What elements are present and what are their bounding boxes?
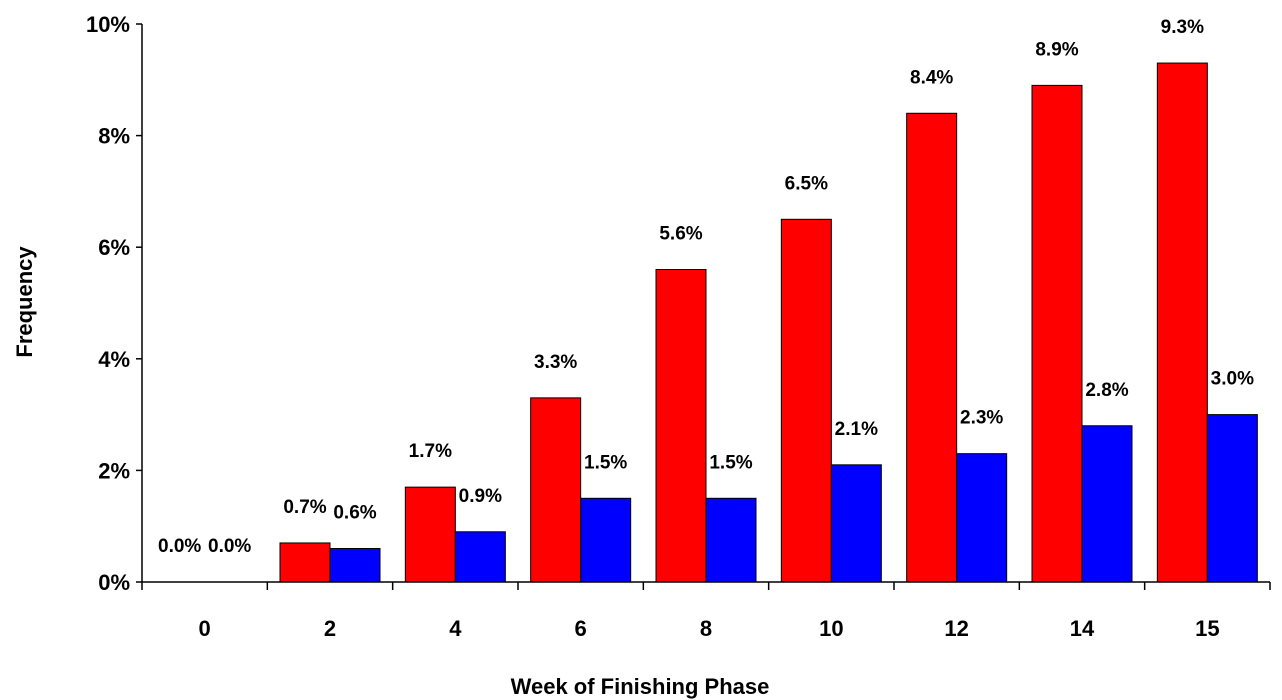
x-tick-label: 6 bbox=[575, 616, 587, 641]
data-label: 8.4% bbox=[910, 67, 953, 88]
bars bbox=[279, 62, 1258, 583]
data-label: 1.5% bbox=[709, 452, 752, 473]
y-axis-ticks: 0% 2% 4% 6% 8% 10% bbox=[86, 12, 142, 595]
data-label: 6.5% bbox=[785, 173, 828, 194]
data-label: 2.1% bbox=[835, 419, 878, 440]
y-axis-label: Frequency bbox=[12, 246, 37, 358]
data-label: 5.6% bbox=[659, 224, 702, 245]
x-tick-label: 10 bbox=[819, 616, 843, 641]
bar bbox=[530, 397, 582, 583]
y-tick-label: 10% bbox=[86, 12, 130, 37]
y-tick-label: 2% bbox=[98, 458, 130, 483]
x-axis-label: Week of Finishing Phase bbox=[511, 674, 770, 699]
bar bbox=[580, 497, 632, 583]
data-label: 0.0% bbox=[208, 536, 251, 557]
data-label: 1.5% bbox=[584, 452, 627, 473]
axes bbox=[141, 24, 1270, 583]
y-tick-label: 4% bbox=[98, 347, 130, 372]
x-tick-label: 2 bbox=[324, 616, 336, 641]
bar bbox=[1031, 84, 1083, 583]
data-label: 2.3% bbox=[960, 408, 1003, 429]
bar bbox=[655, 269, 707, 583]
x-tick-label: 12 bbox=[944, 616, 968, 641]
bar bbox=[1081, 425, 1133, 583]
data-label: 3.0% bbox=[1211, 369, 1254, 390]
x-tick-label: 15 bbox=[1195, 616, 1219, 641]
bar bbox=[906, 112, 958, 583]
bar bbox=[956, 453, 1008, 583]
data-labels: 0.0% 0.7% 1.7% 3.3% 5.6% 6.5% 8.4% 8.9% 9.3% 0.0%… bbox=[158, 17, 1254, 557]
x-tick-label: 14 bbox=[1070, 616, 1095, 641]
x-tick-label: 8 bbox=[700, 616, 712, 641]
y-tick-label: 0% bbox=[98, 570, 130, 595]
bar bbox=[279, 542, 331, 583]
data-label: 0.6% bbox=[333, 503, 376, 524]
bar bbox=[404, 486, 456, 583]
bar bbox=[329, 548, 381, 583]
data-label: 9.3% bbox=[1161, 17, 1204, 38]
bar bbox=[1156, 62, 1208, 583]
bar bbox=[780, 218, 832, 583]
x-tick-label: 4 bbox=[449, 616, 462, 641]
data-label: 2.8% bbox=[1085, 380, 1128, 401]
data-label: 1.7% bbox=[409, 441, 452, 462]
bar bbox=[454, 531, 506, 583]
x-tick-label: 0 bbox=[199, 616, 211, 641]
data-label: 8.9% bbox=[1035, 39, 1078, 60]
bar bbox=[1206, 414, 1258, 583]
data-label: 0.9% bbox=[459, 486, 502, 507]
x-axis-ticks: 0 2 4 6 8 10 12 14 15 bbox=[141, 582, 1271, 641]
data-label: 0.7% bbox=[283, 497, 326, 518]
y-tick-label: 6% bbox=[98, 235, 130, 260]
data-label: 3.3% bbox=[534, 352, 577, 373]
bar bbox=[830, 464, 882, 583]
data-label: 0.0% bbox=[158, 536, 201, 557]
bar bbox=[705, 497, 757, 583]
y-tick-label: 8% bbox=[98, 124, 130, 149]
